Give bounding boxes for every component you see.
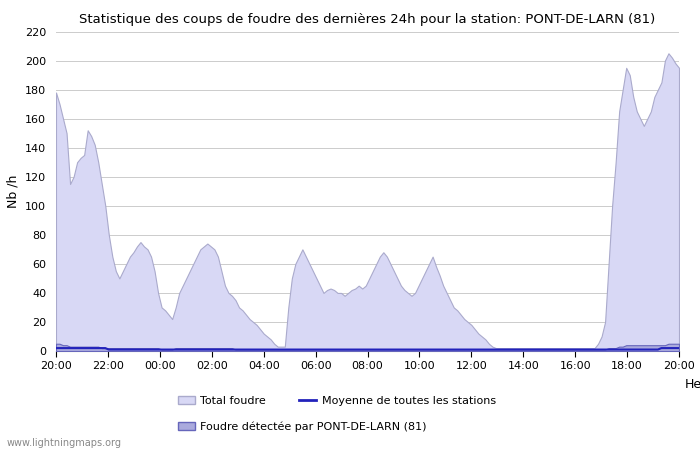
Title: Statistique des coups de foudre des dernières 24h pour la station: PONT-DE-LARN : Statistique des coups de foudre des dern… bbox=[79, 13, 656, 26]
Text: Heure: Heure bbox=[685, 378, 700, 391]
Legend: Foudre détectée par PONT-DE-LARN (81): Foudre détectée par PONT-DE-LARN (81) bbox=[174, 417, 431, 436]
Y-axis label: Nb /h: Nb /h bbox=[6, 175, 20, 208]
Text: www.lightningmaps.org: www.lightningmaps.org bbox=[7, 438, 122, 448]
